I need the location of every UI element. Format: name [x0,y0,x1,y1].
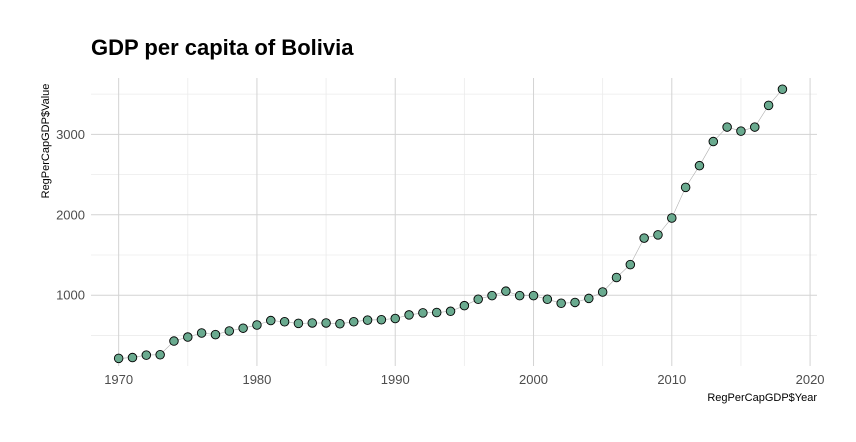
series-line [118,89,783,359]
minor-gridlines [91,78,817,366]
data-point [376,314,387,325]
data-point [528,290,539,301]
data-point [266,315,276,326]
data-point [653,230,663,240]
x-tick-label: 1970 [104,372,133,387]
data-point [473,294,483,304]
data-point [584,293,594,304]
data-point [736,126,746,136]
data-point [514,290,525,301]
y-tick-label: 3000 [56,127,85,142]
data-point [127,352,138,363]
data-point [252,320,262,330]
y-axis-tick-labels: 1000 2000 3000 [56,127,85,303]
data-point [279,317,290,327]
data-point [750,122,760,132]
data-point [210,329,221,340]
y-axis-title: RegPerCapGDP$Value [40,84,52,199]
data-point [183,332,193,342]
data-point [445,306,456,317]
data-point [694,160,705,171]
data-point [155,349,165,360]
data-point [362,315,373,325]
x-axis-tick-labels: 1970 1980 1990 2000 2010 2020 [104,372,824,387]
data-point [196,328,207,338]
x-tick-label: 2020 [796,372,825,387]
x-tick-label: 2010 [657,372,686,387]
data-point [501,286,511,296]
data-point [639,233,649,243]
data-point [459,300,470,311]
data-point [390,313,400,324]
data-point [169,336,179,346]
data-point [680,182,691,193]
data-point [404,310,414,320]
data-point [597,287,608,297]
data-point [238,323,248,333]
y-tick-label: 1000 [56,288,85,303]
data-point [113,353,124,364]
data-point [625,259,636,270]
data-point [141,350,152,360]
x-tick-label: 2000 [519,372,548,387]
data-point [708,136,719,147]
x-axis-title: RegPerCapGDP$Year [707,392,817,404]
data-point [763,100,774,111]
x-tick-label: 1980 [242,372,271,387]
x-tick-label: 1990 [381,372,410,387]
chart-title: GDP per capita of Bolivia [91,35,354,60]
data-point [777,84,788,95]
data-point [570,297,580,308]
data-point [431,307,442,318]
data-point [307,318,318,328]
data-point [667,213,677,223]
data-point [224,326,235,336]
y-tick-label: 2000 [56,207,85,222]
data-point [418,308,428,318]
data-point [542,294,553,304]
data-point [611,272,622,283]
data-point [335,319,345,329]
data-point [293,318,304,329]
data-point [487,290,497,301]
data-point [722,122,732,132]
data-point [348,317,359,327]
data-points [113,84,788,364]
data-point [321,318,331,328]
data-point [556,298,566,309]
major-gridlines [91,78,817,366]
